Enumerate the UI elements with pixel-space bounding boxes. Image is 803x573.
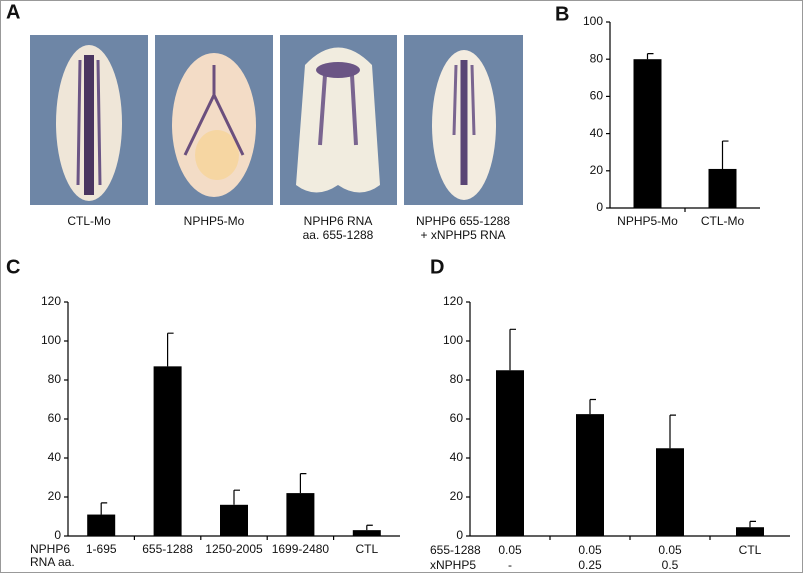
error-bar bbox=[646, 53, 654, 60]
y-tick-label: 60 bbox=[48, 411, 62, 425]
bar bbox=[352, 530, 381, 536]
y-tick-label: 20 bbox=[48, 489, 62, 503]
bar bbox=[87, 514, 116, 536]
y-tick-label: 120 bbox=[41, 294, 61, 308]
x-tick-label: - bbox=[508, 558, 512, 572]
y-tick-label: 120 bbox=[443, 294, 463, 308]
x-tick-label: 0.5 bbox=[662, 558, 679, 572]
row-label: NPHP6 bbox=[30, 542, 70, 556]
panel-label: A bbox=[6, 1, 20, 23]
y-tick-label: 20 bbox=[450, 489, 464, 503]
x-tick-label: 0.05 bbox=[658, 543, 682, 557]
error-bar bbox=[749, 520, 756, 528]
y-tick-label: 100 bbox=[443, 333, 463, 347]
x-tick-label: 1250-2005 bbox=[205, 542, 263, 556]
y-tick-label: 0 bbox=[596, 200, 603, 214]
y-tick-label: 60 bbox=[450, 411, 464, 425]
caption: CTL-Mo bbox=[67, 214, 111, 228]
panel-label: B bbox=[555, 3, 569, 25]
bar bbox=[496, 370, 524, 536]
error-bar bbox=[299, 473, 307, 494]
panel-label: D bbox=[430, 256, 444, 278]
error-bar bbox=[589, 398, 596, 415]
x-tick-label: 0.25 bbox=[578, 558, 602, 572]
y-tick-label: 40 bbox=[590, 126, 604, 140]
x-tick-label: CTL bbox=[739, 543, 762, 557]
bar bbox=[220, 504, 248, 536]
x-tick-label: CTL bbox=[355, 542, 378, 556]
error-bar bbox=[669, 414, 676, 449]
bar bbox=[656, 448, 684, 536]
embryo-image bbox=[280, 35, 397, 205]
y-tick-label: 80 bbox=[48, 372, 62, 386]
row-label: xNPHP5 bbox=[430, 558, 476, 572]
bar bbox=[286, 493, 315, 536]
caption: + xNPHP5 RNA bbox=[420, 228, 505, 242]
error-bar bbox=[509, 328, 516, 371]
bar bbox=[633, 59, 662, 209]
y-tick-label: 40 bbox=[450, 450, 464, 464]
y-tick-label: 80 bbox=[590, 51, 604, 65]
x-tick-label: NPHP5-Mo bbox=[617, 214, 678, 228]
error-bar bbox=[100, 502, 108, 515]
bar bbox=[736, 527, 764, 536]
row-label: 655-1288 bbox=[430, 543, 481, 557]
y-tick-label: 80 bbox=[450, 372, 464, 386]
embryo-image bbox=[155, 35, 273, 205]
x-tick-label: 0.05 bbox=[498, 543, 522, 557]
bar bbox=[576, 414, 604, 536]
caption: NPHP6 RNA bbox=[304, 214, 373, 228]
y-tick-label: 60 bbox=[590, 89, 604, 103]
x-tick-label: CTL-Mo bbox=[701, 214, 745, 228]
y-tick-label: 20 bbox=[590, 163, 604, 177]
x-tick-label: 1-695 bbox=[86, 542, 117, 556]
error-bar bbox=[366, 524, 373, 531]
y-tick-label: 0 bbox=[456, 528, 463, 542]
y-tick-label: 0 bbox=[54, 528, 61, 542]
caption: NPHP5-Mo bbox=[184, 214, 245, 228]
embryo-image bbox=[30, 35, 148, 205]
y-tick-label: 40 bbox=[48, 450, 62, 464]
bar bbox=[153, 366, 182, 536]
embryo-images bbox=[30, 35, 523, 205]
panel-label: C bbox=[6, 256, 20, 278]
caption: NPHP6 655-1288 bbox=[416, 214, 510, 228]
row-label: RNA aa. bbox=[30, 555, 75, 569]
error-bar bbox=[167, 332, 174, 367]
y-tick-label: 100 bbox=[583, 14, 603, 28]
x-tick-label: 1699-2480 bbox=[272, 542, 330, 556]
y-tick-label: 100 bbox=[41, 333, 61, 347]
caption: aa. 655-1288 bbox=[303, 228, 374, 242]
embryo-image bbox=[404, 35, 523, 205]
error-bar bbox=[721, 140, 729, 169]
bar bbox=[708, 168, 737, 208]
x-tick-label: 655-1288 bbox=[142, 542, 193, 556]
x-tick-label: 0.05 bbox=[578, 543, 602, 557]
error-bar bbox=[233, 489, 240, 505]
